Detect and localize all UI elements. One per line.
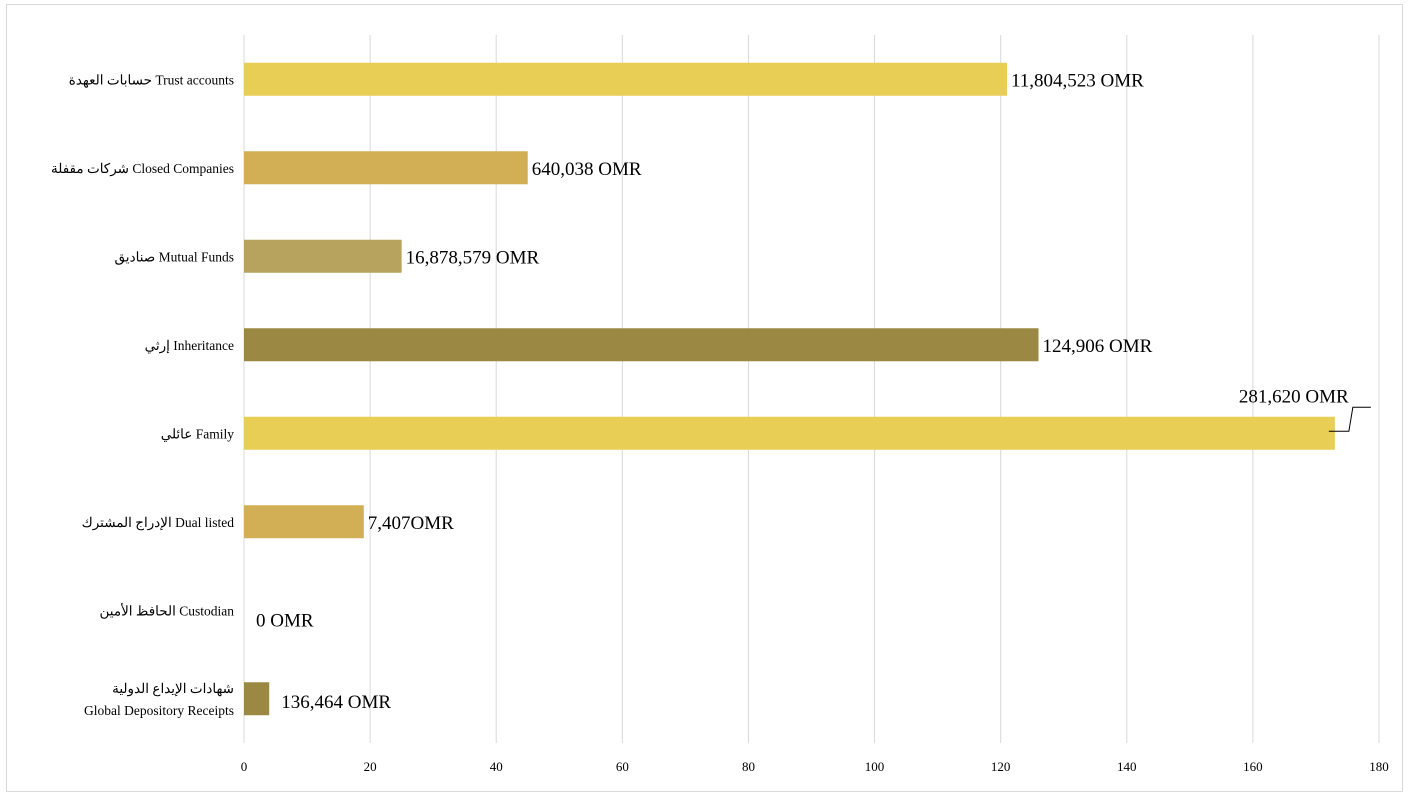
data-labels: 11,804,523 OMR 640,038 OMR 16,878,579 OMR 1… [256, 70, 1371, 713]
category-label: إرثي Inheritance [145, 338, 234, 354]
data-label: 124,906 OMR [1043, 336, 1153, 357]
category-label: الإدراج المشترك Dual listed [82, 515, 235, 531]
data-label: 7,407OMR [368, 513, 454, 534]
leader-line [1328, 406, 1371, 432]
data-label: 640,038 OMR [532, 159, 642, 180]
category-label: صناديق Mutual Funds [115, 249, 234, 265]
data-label: 0 OMR [256, 610, 314, 631]
x-tick-label: 40 [490, 759, 503, 774]
bar [244, 328, 1039, 362]
category-label: عائلي Family [161, 426, 235, 441]
data-label: 16,878,579 OMR [406, 247, 540, 268]
category-label: شهادات الإيداع الدولية [112, 681, 234, 697]
x-tick-label: 20 [364, 759, 377, 774]
x-tick-label: 120 [991, 759, 1011, 774]
category-label: الحافظ الأمين Custodian [99, 601, 234, 619]
x-tick-label: 180 [1369, 759, 1389, 774]
bar [244, 505, 364, 539]
chart-frame: حسابات العهدة Trust accounts شركات مقفلة … [6, 4, 1403, 792]
bar [244, 682, 270, 716]
category-labels: حسابات العهدة Trust accounts شركات مقفلة … [51, 72, 234, 718]
x-tick-label: 140 [1117, 759, 1137, 774]
data-label: 136,464 OMR [281, 692, 391, 713]
bar [244, 239, 402, 273]
x-tick-label: 0 [241, 759, 248, 774]
category-label: شركات مقفلة Closed Companies [51, 161, 234, 177]
x-axis-ticks: 0 20 40 60 80 100 120 140 160 180 [241, 759, 1389, 774]
gridlines [243, 35, 1380, 743]
bars [244, 62, 1335, 716]
bar-chart: حسابات العهدة Trust accounts شركات مقفلة … [51, 35, 1389, 774]
x-tick-label: 100 [865, 759, 885, 774]
category-label: Global Depository Receipts [84, 703, 234, 718]
bar [244, 416, 1335, 450]
data-label: 11,804,523 OMR [1011, 70, 1144, 91]
x-tick-label: 60 [616, 759, 629, 774]
data-label: 281,620 OMR [1239, 386, 1349, 407]
x-tick-label: 80 [742, 759, 755, 774]
x-tick-label: 160 [1243, 759, 1263, 774]
bar [244, 62, 1007, 96]
bar [244, 151, 528, 185]
category-label: حسابات العهدة Trust accounts [69, 72, 234, 88]
